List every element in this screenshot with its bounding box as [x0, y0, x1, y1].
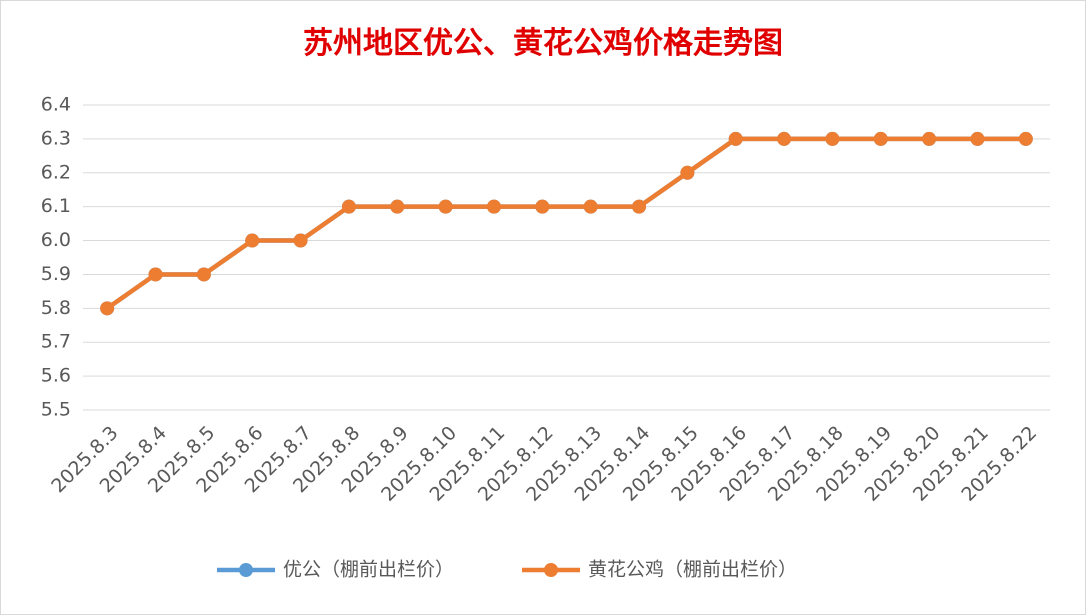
y-tick-label: 5.5: [41, 399, 71, 421]
legend-label: 黄花公鸡（棚前出栏价）: [588, 559, 797, 581]
y-tick-label: 5.8: [41, 297, 71, 319]
data-point: [486, 199, 501, 214]
data-point: [100, 301, 115, 316]
y-tick-label: 6.0: [41, 229, 71, 251]
data-point: [438, 199, 453, 214]
data-point: [970, 131, 985, 146]
y-tick-label: 6.4: [41, 94, 71, 116]
data-point: [390, 199, 405, 214]
data-point: [583, 199, 598, 214]
data-point: [148, 267, 163, 282]
y-tick-label: 5.6: [41, 365, 71, 387]
data-point: [873, 131, 888, 146]
data-point: [825, 131, 840, 146]
legend-marker: [239, 563, 253, 577]
y-tick-label: 6.1: [41, 195, 71, 217]
y-tick-label: 6.3: [41, 127, 71, 149]
data-point: [293, 233, 308, 248]
chart-title: 苏州地区优公、黄花公鸡价格走势图: [303, 26, 783, 61]
data-point: [1018, 131, 1033, 146]
y-tick-label: 5.9: [41, 263, 71, 285]
data-point: [922, 131, 937, 146]
data-point: [535, 199, 550, 214]
data-point: [728, 131, 743, 146]
y-tick-label: 5.7: [41, 331, 71, 353]
data-point: [341, 199, 356, 214]
data-point: [632, 199, 647, 214]
legend-label: 优公（棚前出栏价）: [283, 559, 454, 581]
legend-marker: [544, 563, 558, 577]
data-point: [777, 131, 792, 146]
series-line: [105, 136, 1026, 311]
data-point: [245, 233, 260, 248]
y-tick-label: 6.2: [41, 161, 71, 183]
data-point: [196, 267, 211, 282]
data-point: [680, 165, 695, 180]
